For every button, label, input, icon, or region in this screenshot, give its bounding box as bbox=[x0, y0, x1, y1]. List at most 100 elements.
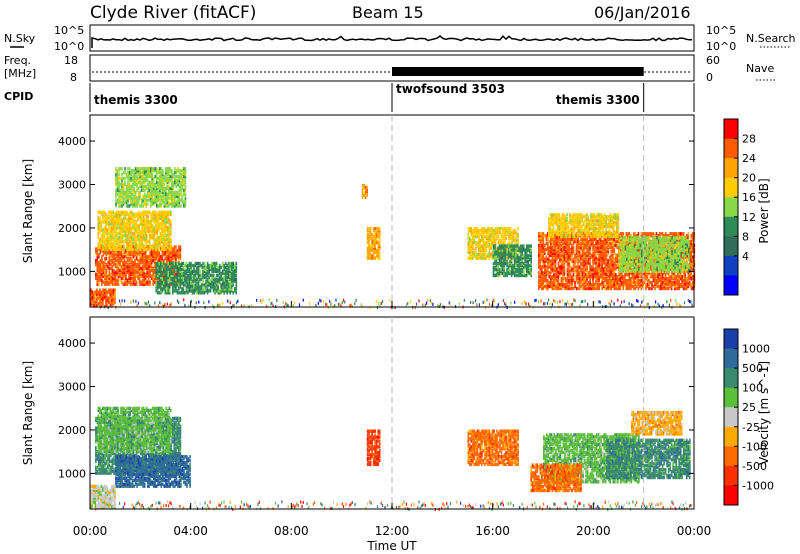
backscatter-cell bbox=[479, 229, 482, 233]
backscatter-cell bbox=[161, 279, 164, 283]
backscatter-cell bbox=[169, 289, 171, 293]
backscatter-cell bbox=[494, 256, 496, 260]
backscatter-cell bbox=[414, 306, 416, 310]
backscatter-cell bbox=[209, 263, 212, 268]
backscatter-cell bbox=[139, 232, 142, 236]
backscatter-cell bbox=[577, 277, 579, 281]
backscatter-cell bbox=[126, 224, 128, 228]
backscatter-cell bbox=[593, 282, 596, 287]
backscatter-cell bbox=[342, 298, 345, 302]
backscatter-cell bbox=[193, 269, 195, 273]
backscatter-cell bbox=[574, 261, 576, 265]
backscatter-cell bbox=[571, 280, 573, 285]
backscatter-cell bbox=[224, 285, 227, 289]
backscatter-cell bbox=[153, 237, 155, 242]
backscatter-cell bbox=[122, 274, 124, 278]
backscatter-cell bbox=[592, 247, 594, 252]
backscatter-cell bbox=[335, 298, 337, 302]
backscatter-cell bbox=[118, 182, 120, 187]
backscatter-cell bbox=[481, 236, 483, 241]
backscatter-cell bbox=[499, 248, 501, 252]
backscatter-cell bbox=[105, 224, 107, 228]
backscatter-cell bbox=[135, 214, 137, 218]
backscatter-cell bbox=[527, 254, 529, 258]
backscatter-cell bbox=[148, 180, 150, 185]
backscatter-cell bbox=[179, 275, 182, 279]
backscatter-cell bbox=[521, 264, 523, 268]
backscatter-cell bbox=[580, 255, 582, 259]
backscatter-cell bbox=[505, 231, 507, 235]
backscatter-cell bbox=[547, 249, 549, 254]
backscatter-cell bbox=[368, 236, 370, 241]
backscatter-cell bbox=[138, 266, 141, 271]
backscatter-cell bbox=[139, 220, 142, 224]
backscatter-cell bbox=[153, 253, 156, 257]
backscatter-cell bbox=[144, 230, 146, 234]
backscatter-cell bbox=[133, 173, 135, 177]
backscatter-cell bbox=[134, 253, 136, 257]
backscatter-cell bbox=[539, 257, 542, 261]
backscatter-cell bbox=[604, 284, 606, 289]
backscatter-cell bbox=[93, 296, 95, 300]
backscatter-cell bbox=[170, 239, 172, 244]
backscatter-cell bbox=[599, 251, 602, 255]
backscatter-cell bbox=[548, 239, 551, 244]
backscatter-cell bbox=[155, 275, 157, 279]
backscatter-cell bbox=[150, 253, 153, 257]
backscatter-cell bbox=[137, 264, 139, 269]
backscatter-cell bbox=[221, 283, 224, 287]
backscatter-cell bbox=[118, 236, 121, 240]
backscatter-cell bbox=[128, 196, 131, 200]
backscatter-cell bbox=[690, 300, 692, 304]
backscatter-cell bbox=[487, 244, 489, 249]
backscatter-cell bbox=[91, 294, 94, 298]
backscatter-cell bbox=[142, 230, 145, 234]
backscatter-cell bbox=[99, 278, 102, 282]
backscatter-cell bbox=[119, 176, 122, 181]
backscatter-cell bbox=[211, 281, 213, 285]
backscatter-cell bbox=[151, 245, 154, 250]
backscatter-cell bbox=[175, 265, 177, 270]
backscatter-cell bbox=[223, 269, 225, 273]
backscatter-cell bbox=[147, 239, 149, 244]
backscatter-cell bbox=[105, 239, 107, 244]
backscatter-cell bbox=[163, 251, 165, 255]
backscatter-cell bbox=[539, 273, 542, 277]
backscatter-cell bbox=[133, 174, 135, 179]
backscatter-cell bbox=[108, 222, 110, 226]
backscatter-cell bbox=[151, 230, 154, 234]
backscatter-cell bbox=[133, 236, 136, 240]
backscatter-cell bbox=[136, 188, 138, 192]
backscatter-cell bbox=[135, 212, 137, 216]
backscatter-cell bbox=[554, 261, 557, 265]
backscatter-cell bbox=[123, 261, 126, 265]
backscatter-cell bbox=[145, 202, 147, 206]
backscatter-cell bbox=[140, 176, 143, 181]
backscatter-cell bbox=[200, 285, 203, 289]
backscatter-cell bbox=[143, 178, 146, 183]
backscatter-cell bbox=[102, 237, 104, 242]
backscatter-cell bbox=[560, 257, 563, 261]
backscatter-cell bbox=[196, 261, 198, 266]
backscatter-cell bbox=[491, 231, 494, 235]
backscatter-cell bbox=[193, 291, 195, 295]
backscatter-cell bbox=[146, 282, 148, 286]
backscatter-cell bbox=[151, 174, 153, 179]
backscatter-cell bbox=[565, 284, 567, 289]
backscatter-cell bbox=[575, 245, 578, 250]
backscatter-cell bbox=[137, 194, 140, 198]
backscatter-cell bbox=[586, 241, 588, 246]
backscatter-cell bbox=[484, 240, 486, 245]
backscatter-cell bbox=[109, 218, 112, 222]
backscatter-cell bbox=[581, 286, 584, 291]
backscatter-cell bbox=[120, 232, 122, 236]
backscatter-cell bbox=[121, 200, 123, 204]
backscatter-cell bbox=[161, 259, 164, 263]
backscatter-cell bbox=[109, 214, 112, 218]
backscatter-cell bbox=[505, 227, 507, 231]
backscatter-cell bbox=[203, 273, 206, 277]
backscatter-cell bbox=[146, 186, 149, 191]
backscatter-cell bbox=[99, 239, 101, 244]
backscatter-cell bbox=[589, 236, 591, 240]
backscatter-cell bbox=[166, 204, 169, 208]
